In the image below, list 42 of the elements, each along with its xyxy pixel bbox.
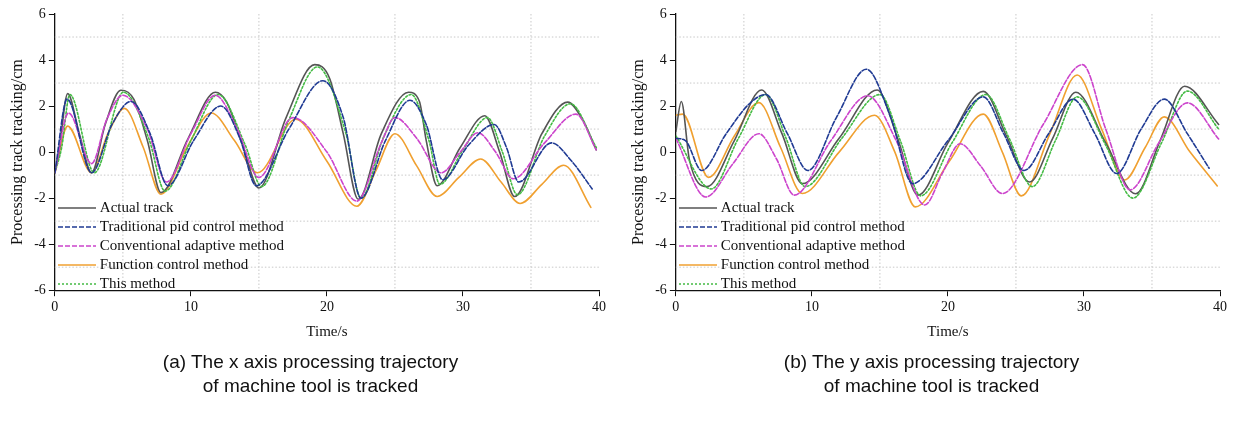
- y-tick-label: -6: [34, 281, 46, 297]
- text: (b) The y axis processing trajectory of machine tool is tracked: [782, 350, 1081, 398]
- text: (a) The x axis processing trajectory of machine tool is tracked: [161, 350, 460, 398]
- legend-label: Function control method: [720, 255, 870, 275]
- y-tick-label: 6: [38, 5, 46, 21]
- x-axis-title: Time/s: [927, 322, 969, 339]
- y-tick-label: 0: [38, 143, 46, 159]
- x-tick-label: 10: [804, 299, 819, 315]
- y-tick-label: 4: [38, 51, 46, 67]
- legend-label: Function control method: [99, 255, 249, 275]
- y-tick-label: 6: [659, 5, 667, 21]
- x-axis-title: Time/s: [306, 322, 348, 339]
- legend-label: This method: [99, 274, 176, 294]
- y-tick-label: 4: [659, 51, 667, 67]
- line-series: [675, 68, 1210, 185]
- x-tick-label: 40: [1213, 299, 1227, 315]
- x-tick-label: 20: [319, 299, 334, 315]
- y-tick-label: -2: [34, 189, 46, 205]
- line-series: [54, 94, 598, 202]
- legend-label: Conventional adaptive method: [720, 236, 905, 256]
- legend-label: Actual track: [99, 198, 174, 218]
- x-tick-label: 30: [455, 299, 470, 315]
- legend-label: Traditional pid control method: [720, 217, 905, 237]
- y-tick-label: 0: [659, 143, 667, 159]
- legend-label: Conventional adaptive method: [99, 236, 284, 256]
- y-tick-label: 2: [38, 97, 46, 113]
- legend-label: Actual track: [720, 198, 795, 218]
- legend-label: This method: [720, 274, 797, 294]
- x-tick-label: 0: [51, 299, 59, 315]
- legend-label: Traditional pid control method: [99, 217, 284, 237]
- x-tick-label: 10: [183, 299, 198, 315]
- y-tick-label: 2: [659, 97, 667, 113]
- y-tick-label: -2: [655, 189, 667, 205]
- y-tick-label: -4: [34, 235, 46, 251]
- y-axis-title: Processing track tracking/cm: [7, 58, 26, 245]
- y-tick-label: -4: [655, 235, 667, 251]
- y-tick-label: -6: [655, 281, 667, 297]
- x-tick-label: 0: [672, 299, 680, 315]
- x-tick-label: 30: [1076, 299, 1091, 315]
- y-axis-title: Processing track tracking/cm: [628, 58, 647, 245]
- x-tick-label: 20: [940, 299, 955, 315]
- x-tick-label: 40: [592, 299, 606, 315]
